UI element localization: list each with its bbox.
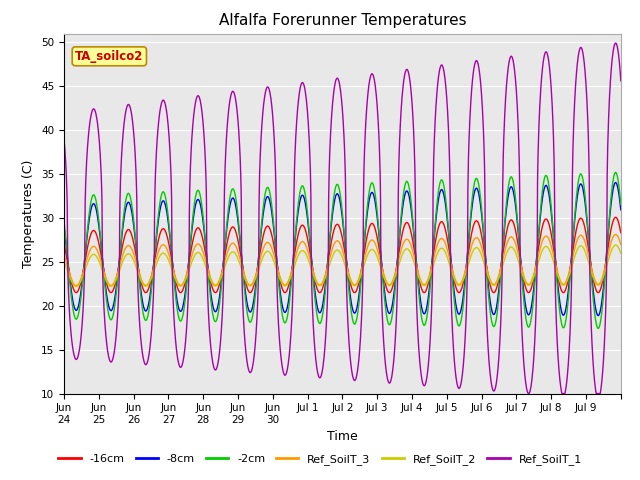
Line: -16cm: -16cm	[64, 217, 621, 293]
-2cm	[60, 218, 68, 224]
Ref_SoilT_3	[241, 273, 248, 279]
-2cm	[353, 314, 361, 320]
Line: -8cm: -8cm	[64, 182, 621, 315]
Ref_SoilT_3	[202, 256, 209, 262]
-2cm	[586, 260, 594, 265]
-2cm	[612, 169, 620, 175]
Ref_SoilT_2	[202, 262, 209, 268]
-2cm	[262, 186, 270, 192]
Ref_SoilT_3	[584, 248, 591, 253]
-16cm	[262, 224, 270, 229]
Ref_SoilT_2	[262, 249, 270, 254]
-2cm	[617, 202, 625, 207]
-2cm	[241, 287, 248, 292]
-8cm	[60, 224, 68, 229]
Ref_SoilT_2	[72, 284, 80, 289]
Ref_SoilT_1	[525, 391, 532, 396]
Title: Alfalfa Forerunner Temperatures: Alfalfa Forerunner Temperatures	[219, 13, 466, 28]
-8cm	[241, 281, 248, 287]
Ref_SoilT_3	[612, 231, 620, 237]
-16cm	[202, 249, 209, 255]
-8cm	[595, 312, 602, 318]
Ref_SoilT_1	[262, 86, 270, 92]
Y-axis label: Temperatures (C): Temperatures (C)	[22, 159, 35, 268]
-16cm	[353, 286, 361, 291]
-16cm	[617, 230, 625, 236]
Ref_SoilT_1	[241, 333, 248, 338]
-16cm	[612, 215, 620, 220]
Ref_SoilT_2	[353, 281, 361, 287]
Ref_SoilT_1	[201, 150, 209, 156]
-2cm	[201, 233, 209, 239]
X-axis label: Time: Time	[327, 431, 358, 444]
Ref_SoilT_1	[587, 305, 595, 311]
Ref_SoilT_3	[587, 262, 595, 267]
Line: Ref_SoilT_3: Ref_SoilT_3	[64, 234, 621, 286]
-16cm	[587, 260, 595, 266]
-8cm	[201, 236, 209, 241]
Ref_SoilT_3	[262, 240, 270, 246]
Text: TA_soilco2: TA_soilco2	[75, 50, 143, 63]
Line: Ref_SoilT_2: Ref_SoilT_2	[64, 245, 621, 287]
Ref_SoilT_1	[617, 78, 625, 84]
Ref_SoilT_1	[584, 109, 591, 115]
Ref_SoilT_3	[353, 279, 361, 285]
Ref_SoilT_1	[353, 371, 361, 376]
-16cm	[72, 290, 80, 296]
Ref_SoilT_1	[612, 40, 620, 46]
Ref_SoilT_2	[617, 251, 625, 256]
-16cm	[60, 241, 68, 247]
Ref_SoilT_3	[72, 283, 80, 288]
Ref_SoilT_2	[587, 266, 595, 272]
-2cm	[595, 325, 602, 331]
Legend: -16cm, -8cm, -2cm, Ref_SoilT_3, Ref_SoilT_2, Ref_SoilT_1: -16cm, -8cm, -2cm, Ref_SoilT_3, Ref_Soil…	[54, 450, 586, 469]
-8cm	[612, 180, 620, 185]
-8cm	[583, 220, 591, 226]
-16cm	[584, 239, 591, 245]
-16cm	[241, 275, 248, 281]
Ref_SoilT_2	[612, 242, 620, 248]
-8cm	[353, 304, 361, 310]
Ref_SoilT_3	[60, 252, 68, 258]
Line: Ref_SoilT_1: Ref_SoilT_1	[64, 43, 621, 394]
-2cm	[583, 216, 591, 222]
Ref_SoilT_2	[241, 276, 248, 281]
Ref_SoilT_1	[60, 136, 68, 142]
Ref_SoilT_3	[617, 242, 625, 248]
-8cm	[617, 207, 625, 213]
-8cm	[262, 195, 270, 201]
-8cm	[586, 257, 594, 263]
Ref_SoilT_2	[584, 255, 591, 261]
Line: -2cm: -2cm	[64, 172, 621, 328]
Ref_SoilT_2	[60, 259, 68, 264]
